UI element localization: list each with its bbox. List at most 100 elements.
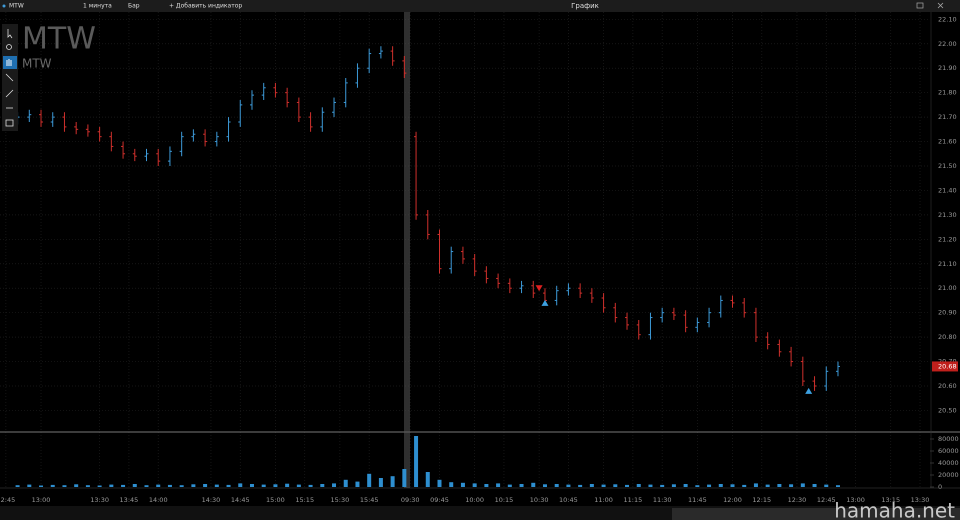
volume-bar — [835, 485, 840, 487]
x-tick-label: 12:45 — [817, 496, 836, 504]
pan-icon — [6, 59, 12, 66]
x-tick-label: 12:30 — [788, 496, 807, 504]
top-bar — [0, 0, 960, 12]
volume-bar — [812, 484, 817, 487]
y-tick-label: 22.10 — [938, 15, 957, 23]
volume-bar — [308, 484, 313, 487]
interval-selector[interactable]: 1 минута — [83, 3, 112, 10]
maximize-button[interactable] — [916, 2, 924, 9]
volume-bar — [27, 484, 32, 487]
volume-bar — [601, 484, 606, 487]
volume-bar — [39, 485, 44, 487]
y-tick-label: 20.50 — [938, 406, 957, 414]
cursor-tool[interactable] — [7, 29, 13, 39]
site-watermark: hamaha.net — [834, 499, 955, 520]
volume-bar — [625, 484, 630, 487]
x-tick-label: 11:15 — [624, 496, 643, 504]
style-selector[interactable]: Бар — [128, 3, 140, 10]
volume-bar — [613, 484, 618, 487]
volume-bar — [414, 436, 419, 487]
volume-bar — [472, 483, 477, 487]
volume-bar — [542, 484, 547, 487]
volume-bar — [109, 484, 114, 487]
volume-bar — [378, 478, 383, 487]
volume-bar — [249, 484, 254, 487]
trade-marker — [535, 285, 543, 292]
volume-tick-label: 0 — [938, 483, 942, 491]
rectangle-tool[interactable] — [5, 119, 14, 127]
navigator-window[interactable] — [672, 508, 960, 520]
zoom-tool[interactable] — [6, 44, 12, 50]
symbol-dot — [2, 4, 6, 8]
volume-bar — [156, 484, 161, 487]
volume-bar — [343, 479, 348, 487]
volume-bar — [718, 484, 723, 487]
pan-tool[interactable] — [3, 56, 17, 69]
y-tick-label: 21.50 — [938, 162, 957, 170]
line-tool[interactable] — [5, 73, 14, 82]
volume-bar — [132, 484, 137, 487]
x-tick-label: 11:00 — [594, 496, 613, 504]
add-indicator[interactable]: + Добавить индикатор — [169, 3, 242, 10]
volume-bar — [390, 476, 395, 487]
volume-bar — [226, 484, 231, 487]
volume-tick-label: 20000 — [938, 471, 959, 479]
volume-bar — [74, 484, 79, 487]
x-tick-label: 13:30 — [911, 496, 930, 504]
y-tick-label: 20.80 — [938, 333, 957, 341]
x-tick-label: 11:30 — [653, 496, 672, 504]
volume-bar — [121, 484, 126, 487]
trade-marker — [541, 299, 549, 306]
volume-bar — [695, 485, 700, 487]
volume-bar — [765, 484, 770, 487]
volume-bar — [273, 484, 278, 487]
y-tick-label: 21.40 — [938, 186, 957, 194]
y-tick-label: 21.20 — [938, 235, 957, 243]
volume-bar — [484, 484, 489, 487]
volume-bar — [355, 481, 360, 487]
volume-bar — [214, 484, 219, 487]
volume-tick-label: 80000 — [938, 435, 959, 443]
close-button[interactable] — [937, 2, 944, 9]
x-tick-label: 13:00 — [32, 496, 51, 504]
volume-bar — [578, 484, 583, 487]
volume-bar — [402, 469, 407, 487]
x-tick-label: 14:30 — [202, 496, 221, 504]
x-tick-label: 09:30 — [401, 496, 420, 504]
volume-bar — [296, 484, 301, 487]
y-tick-label: 21.30 — [938, 211, 957, 219]
y-tick-label: 21.90 — [938, 64, 957, 72]
volume-bar — [50, 484, 55, 487]
x-tick-label: 15:45 — [360, 496, 379, 504]
x-tick-label: 10:00 — [465, 496, 484, 504]
watermark-symbol: MTW — [22, 22, 96, 57]
volume-bar — [777, 484, 782, 487]
volume-bar — [507, 484, 512, 487]
ray-tool[interactable] — [5, 89, 14, 98]
x-tick-label: 13:15 — [881, 496, 900, 504]
volume-tick-label: 60000 — [938, 447, 959, 455]
volume-bar — [167, 484, 172, 487]
y-tick-label: 20.60 — [938, 382, 957, 390]
volume-bar — [589, 484, 594, 487]
y-tick-label: 21.70 — [938, 113, 957, 121]
x-tick-label: 10:45 — [559, 496, 578, 504]
volume-tick-label: 40000 — [938, 459, 959, 467]
volume-bar — [707, 484, 712, 487]
volume-bar — [62, 485, 67, 487]
volume-bar — [730, 484, 735, 487]
x-tick-label: 12:15 — [752, 496, 771, 504]
watermark-label: MTW — [22, 57, 52, 71]
symbol-selector[interactable]: MTW — [9, 3, 24, 10]
volume-bar — [320, 484, 325, 487]
volume-bar — [97, 485, 102, 487]
x-tick-label: 14:00 — [149, 496, 168, 504]
trade-marker — [805, 387, 813, 394]
x-tick-label: 12:00 — [723, 496, 742, 504]
volume-bar — [15, 485, 20, 487]
volume-bar — [238, 483, 243, 487]
volume-bar — [332, 483, 337, 487]
